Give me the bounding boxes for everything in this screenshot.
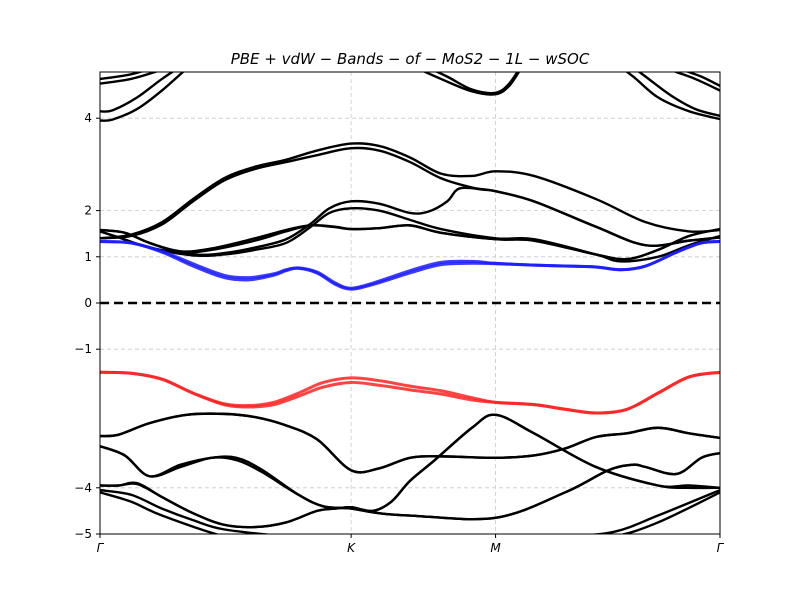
band-line	[434, 72, 519, 95]
y-tick-label: 1	[84, 250, 92, 264]
x-tick-label: K	[347, 541, 356, 555]
valence-band-line	[100, 370, 720, 415]
y-tick-label: 0	[84, 296, 92, 310]
band-line	[100, 491, 720, 534]
band-line	[625, 72, 720, 121]
y-tick-label: −4	[74, 481, 92, 495]
band-line	[100, 488, 720, 534]
chart-title: PBE + vdW − Bands − of − MoS2 − 1L − wSO…	[231, 50, 590, 68]
band-line	[100, 72, 145, 81]
band-line	[100, 224, 720, 261]
y-tick-label: 2	[84, 204, 92, 218]
conduction-band-line	[100, 240, 720, 291]
y-tick-label: −5	[74, 527, 92, 541]
band-line	[422, 72, 521, 96]
band-line	[100, 412, 720, 474]
band-line	[685, 72, 720, 88]
band-line	[100, 72, 185, 122]
band-line	[637, 72, 720, 118]
y-tick-label: −1	[74, 342, 92, 356]
band-line	[672, 72, 720, 92]
axis-ticks: −5 −4 −1 0 1 2 4 Γ K M Γ	[74, 111, 724, 555]
band-line	[100, 142, 720, 240]
bands	[100, 72, 720, 534]
band-line	[100, 146, 720, 247]
band-line	[100, 413, 720, 529]
conduction-band-line	[100, 240, 720, 290]
x-tick-label: Γ	[97, 541, 105, 555]
x-tick-label: M	[490, 541, 501, 555]
band-line	[100, 72, 159, 85]
y-tick-label: 4	[84, 111, 92, 125]
band-line	[100, 413, 720, 529]
x-tick-label: Γ	[717, 541, 725, 555]
